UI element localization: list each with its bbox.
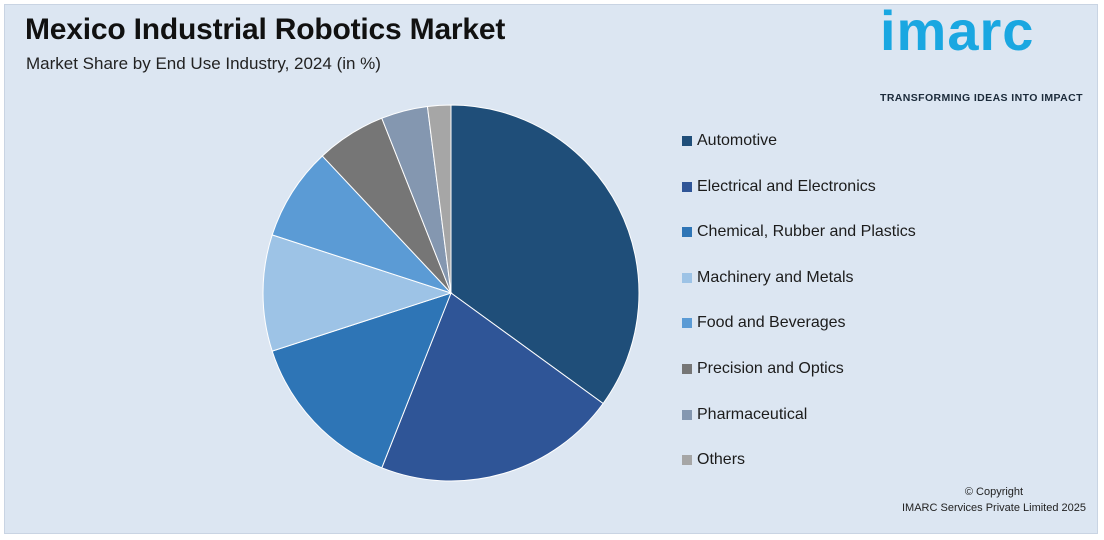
legend-label: Chemical, Rubber and Plastics <box>697 223 916 241</box>
legend-item: Chemical, Rubber and Plastics <box>682 222 916 268</box>
legend-item: Pharmaceutical <box>682 405 916 451</box>
legend-swatch <box>682 455 692 466</box>
logo-tagline: TRANSFORMING IDEAS INTO IMPACT <box>880 92 1083 104</box>
legend-label: Others <box>697 451 746 469</box>
legend-label: Precision and Optics <box>697 359 844 377</box>
legend-swatch <box>682 181 692 192</box>
copyright-notice: © Copyright IMARC Services Private Limit… <box>902 484 1086 516</box>
legend-item: Electrical and Electronics <box>682 177 916 223</box>
pie-slice-automotive <box>450 104 640 405</box>
legend-swatch <box>682 363 692 374</box>
pie-slices <box>262 104 640 482</box>
pie-slice-food-and-beverages <box>271 155 452 294</box>
pie-slice-machinery-and-metals <box>262 234 453 352</box>
legend-label: Automotive <box>697 132 778 149</box>
logo-wordmark: imarc <box>880 0 1035 62</box>
legend-swatch <box>682 227 692 238</box>
legend-swatch <box>682 409 692 420</box>
legend-item: Precision and Optics <box>682 359 916 405</box>
legend-label: Pharmaceutical <box>697 405 808 423</box>
pie-slice-others <box>426 104 452 294</box>
copyright-line-1: © Copyright <box>964 486 1024 498</box>
legend-swatch <box>682 318 692 329</box>
legend-item: Automotive <box>682 131 916 177</box>
legend-swatch <box>682 272 692 283</box>
legend-item: Others <box>682 450 916 496</box>
legend-label: Machinery and Metals <box>697 268 854 286</box>
chart-legend: Automotive Electrical and Electronics Chem… <box>682 131 916 496</box>
legend-item: Machinery and Metals <box>682 268 916 314</box>
chart-subtitle: Market Share by End Use Industry, 2024 (… <box>26 54 381 73</box>
chart-title: Mexico Industrial Robotics Market <box>25 13 506 46</box>
legend-label: Electrical and Electronics <box>697 177 876 195</box>
copyright-line-2: IMARC Services Private Limited 2025 <box>901 502 1086 514</box>
pie-slice-electrical-and-electronics <box>381 292 604 482</box>
legend-label: Food and Beverages <box>697 314 846 332</box>
legend-swatch <box>682 136 692 146</box>
legend-item: Food and Beverages <box>682 313 916 359</box>
imarc-logo: imarc TRANSFORMING IDEAS INTO IMPACT <box>878 0 1088 106</box>
